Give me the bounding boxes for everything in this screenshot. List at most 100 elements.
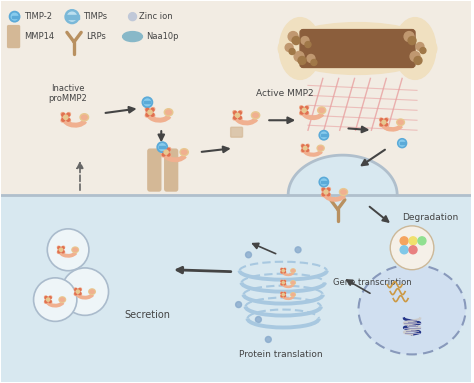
Circle shape	[59, 248, 63, 251]
Circle shape	[410, 51, 420, 62]
Circle shape	[128, 13, 137, 21]
Circle shape	[301, 36, 309, 44]
Text: Protein translation: Protein translation	[238, 350, 322, 359]
Circle shape	[255, 316, 261, 322]
Circle shape	[47, 229, 89, 271]
Circle shape	[311, 59, 317, 65]
Circle shape	[9, 11, 20, 22]
Ellipse shape	[123, 31, 143, 41]
Ellipse shape	[281, 271, 283, 273]
Circle shape	[302, 108, 306, 112]
Circle shape	[238, 116, 241, 119]
Ellipse shape	[300, 106, 304, 110]
Circle shape	[305, 106, 308, 109]
Ellipse shape	[150, 108, 155, 112]
Ellipse shape	[339, 188, 347, 195]
FancyBboxPatch shape	[8, 26, 19, 47]
Ellipse shape	[150, 113, 155, 117]
Ellipse shape	[283, 292, 286, 295]
Circle shape	[282, 293, 284, 296]
Circle shape	[234, 116, 237, 119]
Text: Secretion: Secretion	[125, 309, 171, 319]
Circle shape	[238, 111, 241, 114]
FancyBboxPatch shape	[165, 149, 178, 191]
Ellipse shape	[281, 280, 283, 283]
Circle shape	[34, 278, 77, 321]
Circle shape	[408, 36, 416, 44]
Circle shape	[164, 150, 168, 154]
Circle shape	[418, 237, 426, 245]
Text: Active MMP2: Active MMP2	[256, 89, 314, 98]
Ellipse shape	[166, 152, 171, 157]
Ellipse shape	[162, 147, 166, 152]
Text: LRPs: LRPs	[86, 32, 106, 41]
Ellipse shape	[166, 147, 171, 152]
Circle shape	[167, 153, 170, 156]
FancyBboxPatch shape	[300, 29, 415, 67]
Ellipse shape	[73, 248, 77, 251]
Ellipse shape	[166, 110, 172, 115]
Ellipse shape	[66, 118, 71, 122]
Circle shape	[420, 47, 426, 54]
Circle shape	[162, 153, 165, 156]
Circle shape	[61, 268, 109, 315]
Circle shape	[324, 190, 328, 194]
Circle shape	[416, 43, 424, 51]
Circle shape	[45, 300, 47, 303]
Circle shape	[284, 271, 285, 273]
Bar	[11, 16, 18, 18]
FancyBboxPatch shape	[148, 149, 161, 191]
Circle shape	[68, 12, 76, 21]
Circle shape	[292, 36, 300, 44]
Ellipse shape	[78, 292, 82, 295]
Ellipse shape	[48, 296, 52, 300]
Ellipse shape	[358, 265, 465, 354]
Ellipse shape	[253, 113, 258, 117]
Circle shape	[380, 123, 383, 126]
Ellipse shape	[321, 192, 326, 196]
Ellipse shape	[61, 246, 64, 249]
Circle shape	[49, 296, 51, 299]
Ellipse shape	[283, 280, 286, 283]
Ellipse shape	[74, 292, 78, 295]
Circle shape	[400, 246, 408, 254]
Circle shape	[321, 132, 327, 138]
Circle shape	[67, 118, 70, 121]
Ellipse shape	[321, 188, 326, 192]
Text: Naa10p: Naa10p	[146, 32, 179, 41]
Ellipse shape	[59, 297, 65, 302]
Ellipse shape	[74, 288, 78, 291]
Text: TIMP-2: TIMP-2	[25, 12, 53, 21]
Ellipse shape	[305, 149, 309, 152]
Ellipse shape	[61, 250, 64, 254]
Circle shape	[142, 97, 153, 108]
Circle shape	[301, 111, 303, 114]
Circle shape	[321, 179, 327, 185]
Ellipse shape	[326, 192, 330, 196]
Circle shape	[234, 111, 237, 114]
Ellipse shape	[318, 146, 323, 150]
Circle shape	[285, 44, 293, 51]
Circle shape	[409, 237, 417, 245]
Ellipse shape	[341, 190, 346, 194]
Ellipse shape	[291, 281, 295, 285]
Circle shape	[284, 268, 285, 270]
Circle shape	[246, 252, 252, 258]
Circle shape	[75, 293, 77, 295]
Circle shape	[67, 113, 70, 116]
Bar	[65, 15, 79, 19]
Circle shape	[282, 282, 284, 284]
Ellipse shape	[238, 111, 242, 115]
Circle shape	[45, 296, 47, 299]
Circle shape	[295, 247, 301, 253]
Circle shape	[301, 106, 303, 109]
Circle shape	[236, 301, 242, 308]
Ellipse shape	[384, 123, 388, 126]
Ellipse shape	[301, 149, 305, 152]
Ellipse shape	[380, 118, 383, 122]
Circle shape	[319, 131, 328, 140]
Circle shape	[49, 300, 51, 303]
Ellipse shape	[397, 119, 404, 126]
Circle shape	[148, 110, 152, 115]
Circle shape	[281, 293, 283, 294]
